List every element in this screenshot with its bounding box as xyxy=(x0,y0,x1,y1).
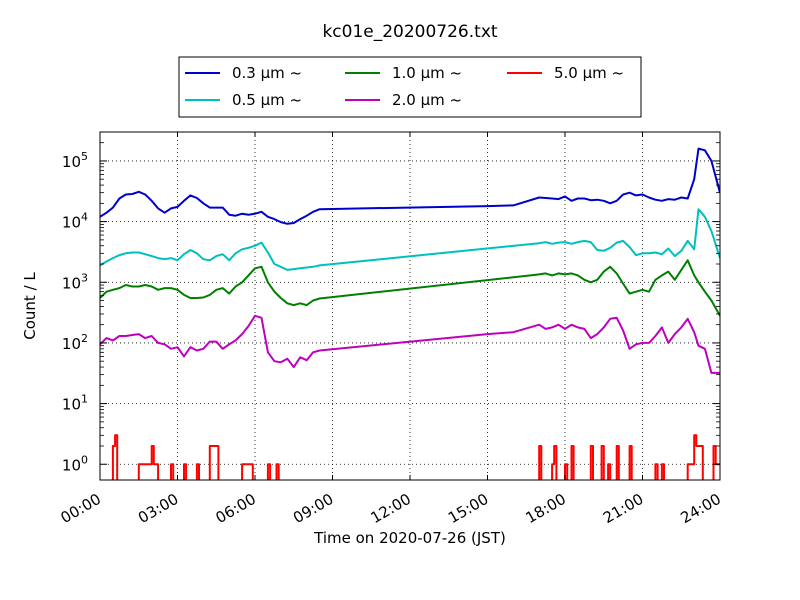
y-tick-label: 102 xyxy=(62,332,88,353)
series-line-3 xyxy=(100,259,720,317)
x-tick-label: 24:00 xyxy=(678,490,724,527)
y-tick-label: 103 xyxy=(62,271,88,292)
y-tick-label: 105 xyxy=(62,150,88,171)
x-tick-label: 00:00 xyxy=(58,490,104,527)
y-axis-label: Count / L xyxy=(21,272,39,340)
x-tick-label: 21:00 xyxy=(600,490,646,527)
x-axis-label: Time on 2020-07-26 (JST) xyxy=(313,529,506,547)
y-tick-label: 101 xyxy=(62,393,88,414)
x-tick-label: 15:00 xyxy=(445,490,491,527)
chart-title: kc01e_20200726.txt xyxy=(322,22,497,42)
x-tick-label: 03:00 xyxy=(135,490,181,527)
legend-label-2: 0.5 μm ~ xyxy=(232,91,302,109)
legend-box xyxy=(178,56,642,118)
series-line-4 xyxy=(100,314,720,374)
series-line-5 xyxy=(111,434,720,480)
legend-label-4: 2.0 μm ~ xyxy=(392,91,462,109)
y-axis-ticks: 100 101 102 103 104 105 xyxy=(62,131,720,474)
legend-label-1: 0.3 μm ~ xyxy=(232,64,302,82)
x-tick-label: 12:00 xyxy=(368,490,414,527)
grid-lines xyxy=(99,132,721,480)
y-tick-label: 100 xyxy=(62,453,88,474)
legend-label-5: 5.0 μm ~ xyxy=(554,64,624,82)
x-tick-label: 18:00 xyxy=(523,490,569,527)
series-layer xyxy=(100,147,720,480)
x-tick-label: 06:00 xyxy=(213,490,259,527)
x-tick-label: 09:00 xyxy=(290,490,336,527)
legend-label-3: 1.0 μm ~ xyxy=(392,64,462,82)
y-tick-label: 104 xyxy=(62,211,88,232)
series-line-1 xyxy=(100,147,720,225)
legend: 0.3 μm ~ 0.5 μm ~ 1.0 μm ~ 2.0 μm ~ 5.0 μm ~ xyxy=(178,56,642,118)
series-line-2 xyxy=(100,208,720,271)
